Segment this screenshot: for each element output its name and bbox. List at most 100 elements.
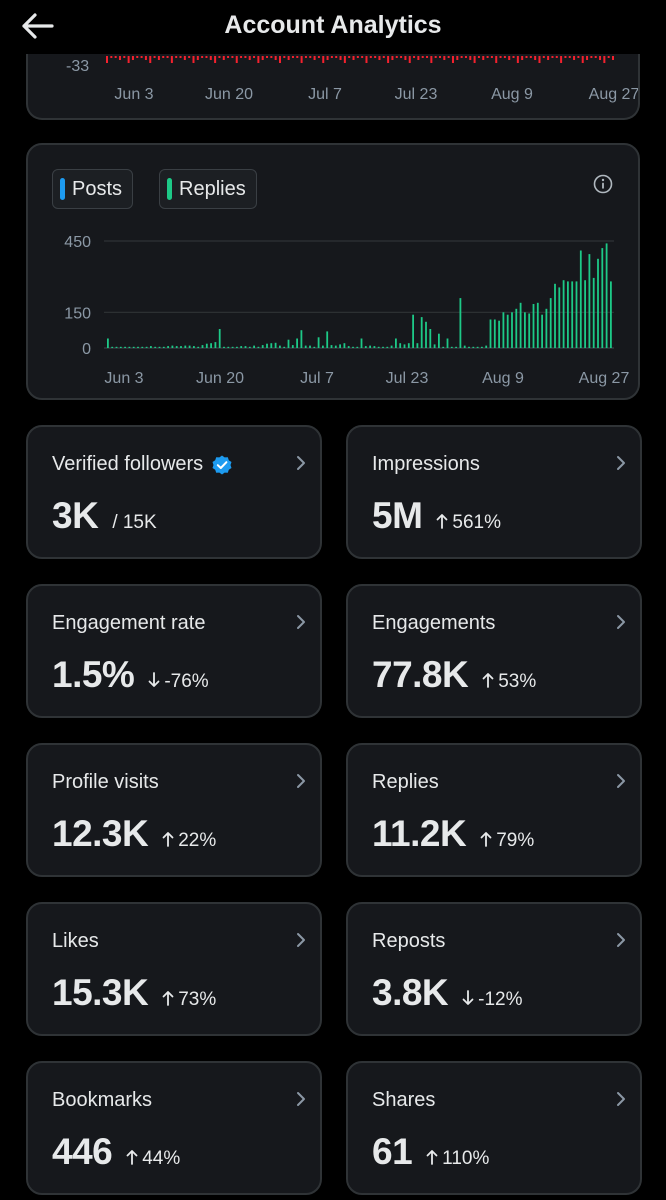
stat-card-reposts[interactable]: Reposts 3.8K -12% <box>346 902 642 1036</box>
change-bar <box>413 56 416 58</box>
change-bar <box>534 56 537 60</box>
trend-change: 79% <box>480 830 534 852</box>
change-bar <box>287 56 290 60</box>
stat-value: 12.3K <box>52 813 149 854</box>
trend-value: 73% <box>178 989 217 1010</box>
arrow-up-icon <box>437 514 448 529</box>
change-bar <box>439 56 442 58</box>
replies-bar <box>141 346 144 348</box>
change-bar <box>499 56 502 58</box>
arrow-down-icon <box>148 672 160 687</box>
stat-card-engagements[interactable]: Engagements 77.8K 53% <box>346 584 642 718</box>
replies-bar <box>236 346 238 348</box>
top-app-bar: Account Analytics <box>0 0 666 54</box>
stat-card-engagement-rate[interactable]: Engagement rate 1.5% -76% <box>26 584 322 718</box>
change-bar <box>270 56 273 58</box>
y-tick-label: 0 <box>82 341 91 358</box>
replies-bar <box>197 346 200 348</box>
stat-card-profile-visits[interactable]: Profile visits 12.3K 22% <box>26 743 322 877</box>
change-bar <box>257 56 260 63</box>
stat-card-verified-followers[interactable]: Verified followers 3K / 15K <box>26 425 322 559</box>
stat-value-row: 77.8K 53% <box>372 654 536 696</box>
change-bar <box>222 56 225 60</box>
change-bar <box>248 56 251 60</box>
change-bar <box>408 56 411 63</box>
change-bar <box>538 56 541 63</box>
stat-card-impressions[interactable]: Impressions 5M 561% <box>346 425 642 559</box>
trend-value: 561% <box>452 512 502 533</box>
replies-bar <box>253 345 255 348</box>
stat-value-row: 446 44% <box>52 1131 180 1173</box>
replies-bar <box>248 346 251 348</box>
replies-bar <box>554 283 556 348</box>
replies-bar <box>605 243 608 348</box>
legend-replies[interactable]: Replies <box>159 169 257 209</box>
arrow-up-icon <box>480 832 492 847</box>
stat-card-likes[interactable]: Likes 15.3K 73% <box>26 902 322 1036</box>
replies-bar <box>407 343 410 348</box>
stat-value: 11.2K <box>372 813 467 854</box>
change-bar <box>157 56 160 60</box>
stat-card-shares[interactable]: Shares 61 110% <box>346 1061 642 1195</box>
replies-bar <box>442 346 445 348</box>
replies-bar <box>343 343 346 348</box>
stat-value-row: 1.5% -76% <box>52 654 209 696</box>
replies-bar <box>489 319 492 348</box>
change-bar <box>140 56 143 58</box>
replies-bar <box>476 346 479 348</box>
replies-bar <box>347 346 350 348</box>
x-tick-label: Jul 23 <box>395 86 438 103</box>
change-bar <box>486 56 489 58</box>
replies-bar <box>549 298 552 348</box>
change-bar <box>330 56 333 58</box>
stat-card-bookmarks[interactable]: Bookmarks 446 44% <box>26 1061 322 1195</box>
stat-value: 3K <box>52 495 99 536</box>
replies-bar <box>279 345 281 348</box>
replies-bar <box>352 346 354 348</box>
stat-label-row: Likes <box>52 930 99 953</box>
replies-bar <box>296 338 298 348</box>
replies-bar <box>274 342 277 348</box>
replies-bar <box>455 346 457 348</box>
back-arrow-icon[interactable] <box>18 8 58 44</box>
replies-bar <box>463 345 466 348</box>
change-bar <box>490 56 493 58</box>
change-bar <box>356 56 359 58</box>
info-icon[interactable] <box>592 173 614 195</box>
x-tick-label: Jun 20 <box>196 370 244 387</box>
change-bar <box>573 56 576 60</box>
replies-bar <box>416 343 419 348</box>
change-bar <box>577 56 580 58</box>
replies-bar <box>244 346 247 348</box>
x-tick-label: Jun 3 <box>104 370 143 387</box>
replies-bar <box>270 343 273 348</box>
replies-bar <box>360 338 363 348</box>
replies-bar <box>300 330 303 348</box>
trend-change: 53% <box>482 671 536 693</box>
stat-card-replies[interactable]: Replies 11.2K 79% <box>346 743 642 877</box>
replies-bar <box>210 343 212 348</box>
replies-bar <box>597 258 599 348</box>
stat-value-row: 5M 561% <box>372 495 501 537</box>
change-bar <box>426 56 429 58</box>
stat-label: Replies <box>372 771 439 793</box>
change-bar <box>179 56 182 58</box>
change-bar <box>365 56 368 63</box>
change-bar <box>201 56 204 58</box>
replies-bar <box>515 308 518 348</box>
change-bar <box>127 56 130 63</box>
change-bar <box>192 56 195 63</box>
stat-label-row: Engagement rate <box>52 612 205 635</box>
replies-bar <box>283 346 286 348</box>
change-bar <box>482 56 485 60</box>
legend-posts[interactable]: Posts <box>52 169 134 209</box>
arrow-up-icon <box>482 673 494 688</box>
change-bar <box>547 56 550 60</box>
change-bar <box>175 56 178 58</box>
change-bar <box>322 56 325 63</box>
replies-bar <box>502 312 505 348</box>
replies-bar <box>506 314 509 348</box>
chevron-right-icon <box>297 615 305 629</box>
change-bar <box>361 56 364 58</box>
change-bar <box>568 56 571 58</box>
